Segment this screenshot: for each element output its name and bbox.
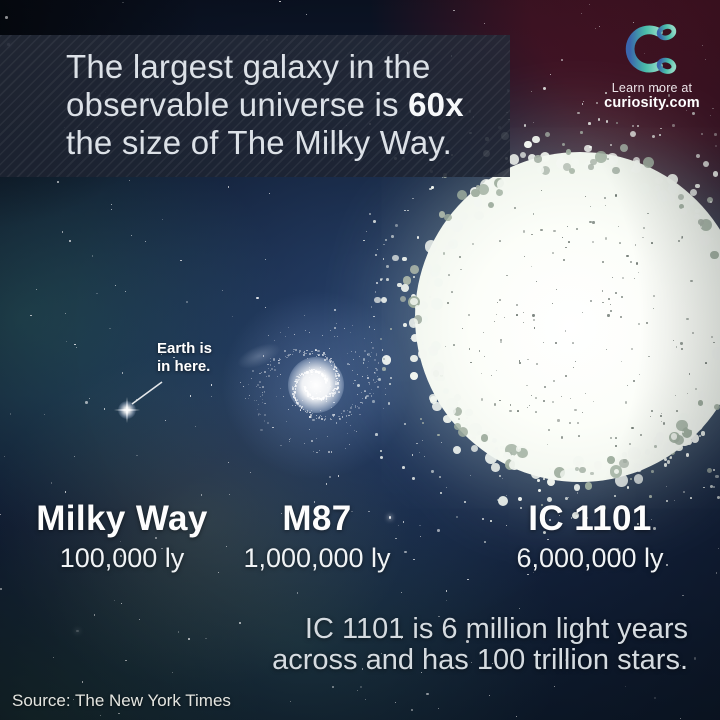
brand-block: Learn more at curiosity.com — [598, 20, 706, 111]
title-line-3: the size of The Milky Way. — [66, 124, 453, 161]
caption: IC 1101 is 6 million light years across … — [272, 614, 688, 676]
earth-annotation-line1: Earth is — [157, 340, 213, 357]
title-line-1: The largest galaxy in the — [66, 48, 431, 85]
brand-site-link[interactable]: curiosity.com — [604, 95, 700, 111]
title-line-2: observable universe is 60x — [66, 86, 510, 124]
curiosity-logo-icon — [625, 24, 677, 74]
caption-line1: IC 1101 is 6 million light years — [304, 613, 688, 645]
earth-annotation: Earth is in here. — [157, 340, 212, 376]
title-line-2-text: observable universe is — [66, 86, 409, 123]
title-banner: The largest galaxy in the observable uni… — [0, 35, 510, 177]
source-credit: Source: The New York Times — [12, 691, 231, 710]
title-highlight-60x: 60x — [408, 86, 464, 123]
brand-tagline: Learn more at — [611, 81, 693, 95]
earth-annotation-line2: in here. — [157, 358, 211, 375]
caption-line2: across and has 100 trillion stars. — [272, 644, 688, 676]
